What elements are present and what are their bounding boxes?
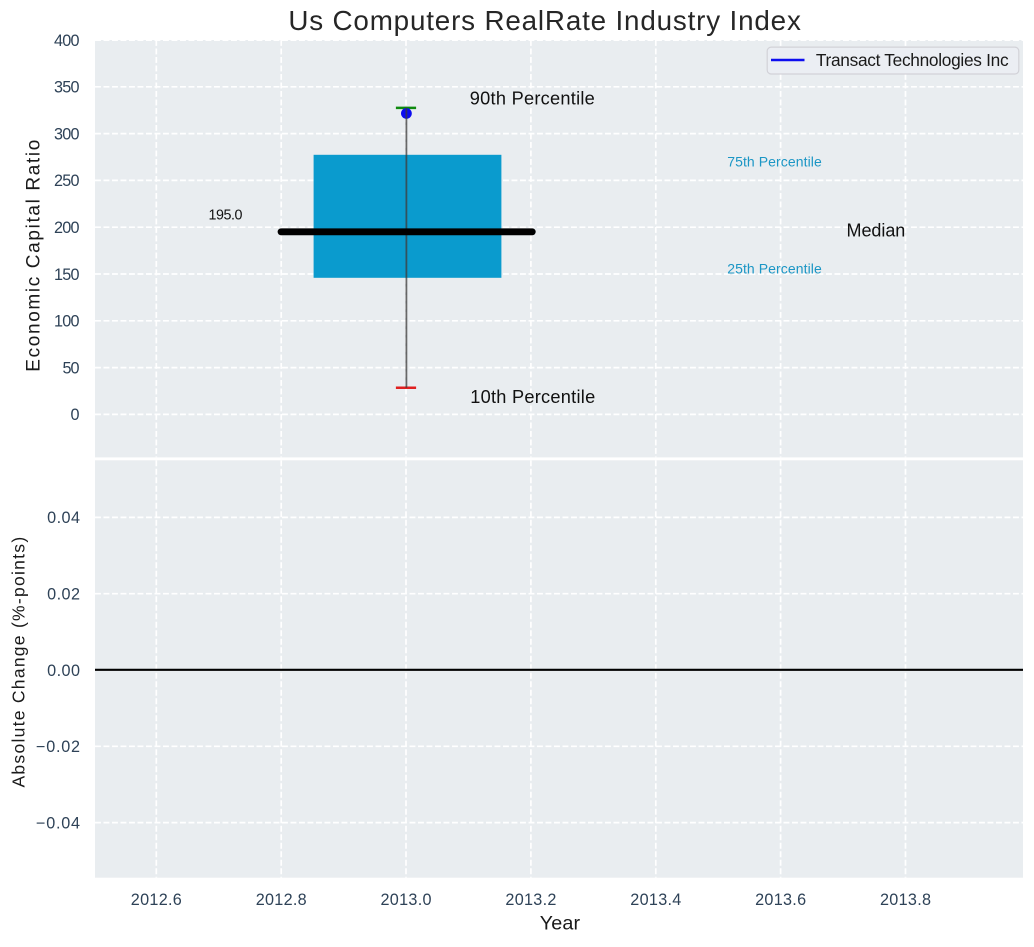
svg-text:25th Percentile: 25th Percentile xyxy=(727,260,822,276)
svg-text:0.02: 0.02 xyxy=(47,586,80,604)
svg-text:0.00: 0.00 xyxy=(47,662,80,680)
svg-text:Year: Year xyxy=(540,912,581,934)
svg-text:400: 400 xyxy=(54,32,80,50)
svg-text:100: 100 xyxy=(54,313,80,331)
svg-text:195.0: 195.0 xyxy=(209,207,243,223)
svg-text:2013.8: 2013.8 xyxy=(880,891,931,909)
svg-text:−0.04: −0.04 xyxy=(36,814,80,832)
svg-text:90th Percentile: 90th Percentile xyxy=(470,89,595,109)
svg-text:Us Computers RealRate Industry: Us Computers RealRate Industry Index xyxy=(288,5,801,36)
svg-text:2013.2: 2013.2 xyxy=(505,891,556,909)
svg-text:0.04: 0.04 xyxy=(47,509,80,527)
svg-text:50: 50 xyxy=(63,359,80,377)
svg-text:75th Percentile: 75th Percentile xyxy=(727,154,822,170)
svg-text:Transact Technologies Inc: Transact Technologies Inc xyxy=(816,50,1009,70)
svg-text:Absolute Change (%-points): Absolute Change (%-points) xyxy=(8,537,28,788)
svg-text:2012.6: 2012.6 xyxy=(131,891,182,909)
svg-text:10th Percentile: 10th Percentile xyxy=(470,387,595,407)
svg-text:300: 300 xyxy=(54,125,80,143)
svg-text:0: 0 xyxy=(70,406,79,424)
svg-text:Median: Median xyxy=(847,220,906,240)
svg-text:150: 150 xyxy=(54,266,80,284)
svg-text:−0.02: −0.02 xyxy=(36,738,80,756)
svg-text:250: 250 xyxy=(54,172,80,190)
svg-text:2013.4: 2013.4 xyxy=(630,891,681,909)
svg-text:Economic Capital Ratio: Economic Capital Ratio xyxy=(24,140,45,372)
svg-text:200: 200 xyxy=(54,219,80,237)
svg-text:2012.8: 2012.8 xyxy=(256,891,307,909)
svg-text:2013.0: 2013.0 xyxy=(381,891,432,909)
svg-text:350: 350 xyxy=(54,79,80,97)
svg-text:2013.6: 2013.6 xyxy=(755,891,806,909)
